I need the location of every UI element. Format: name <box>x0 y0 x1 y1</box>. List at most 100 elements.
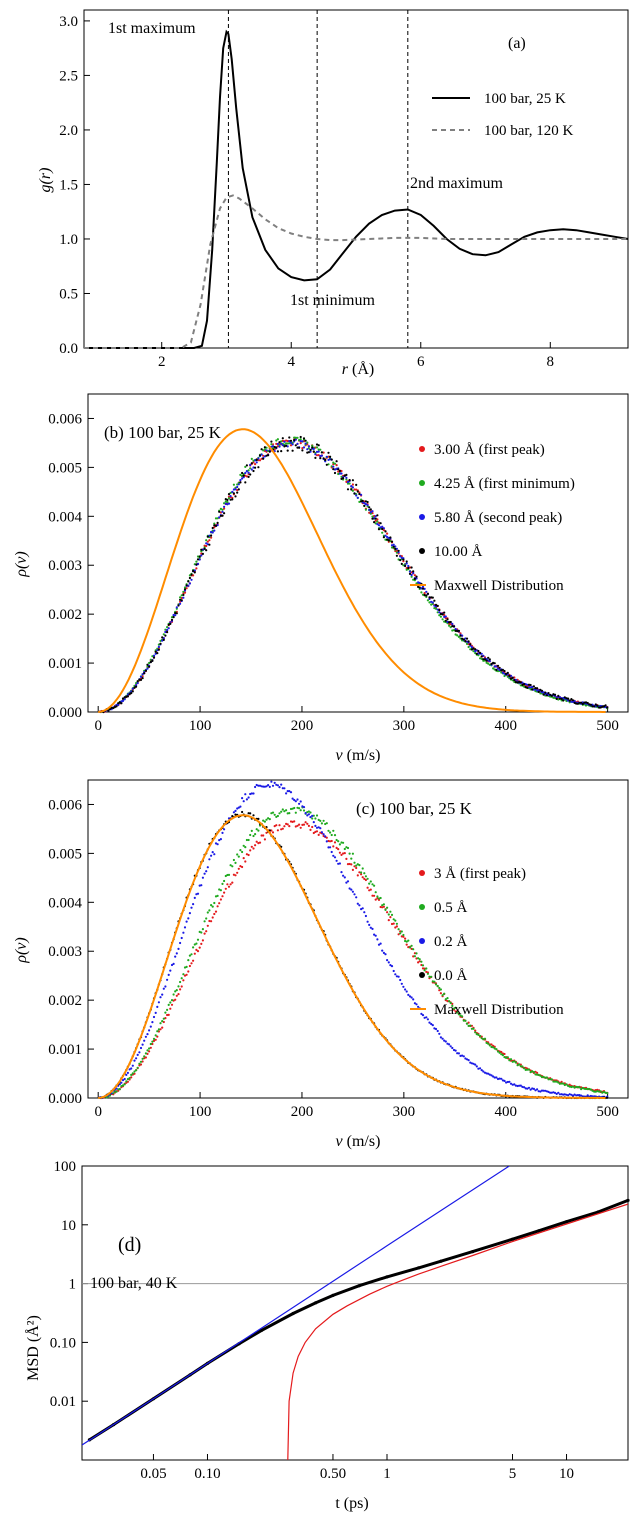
data-point-1 <box>418 958 421 961</box>
data-point-2 <box>144 1035 147 1038</box>
data-point-2 <box>477 1067 480 1070</box>
panel-subtitle: 100 bar, 40 K <box>90 1275 178 1292</box>
data-point-0 <box>423 967 426 970</box>
data-point-0 <box>363 877 366 880</box>
data-point-1 <box>374 891 377 894</box>
data-point-3 <box>397 549 400 552</box>
data-point-1 <box>237 855 240 858</box>
data-point-3 <box>413 577 416 580</box>
data-point-1 <box>294 436 297 439</box>
data-point-3 <box>469 643 472 646</box>
data-point-3 <box>539 688 542 691</box>
data-point-1 <box>381 904 384 907</box>
data-point-1 <box>286 442 289 445</box>
data-point-1 <box>211 529 214 532</box>
data-point-3 <box>379 522 382 525</box>
data-point-2 <box>444 1040 447 1043</box>
data-point-1 <box>485 1041 488 1044</box>
data-curve <box>88 1199 629 1442</box>
data-point-3 <box>223 512 226 515</box>
data-point-2 <box>474 1063 477 1066</box>
data-point-1 <box>179 980 182 984</box>
data-point-2 <box>441 1037 444 1040</box>
data-point-1 <box>322 819 325 822</box>
data-point-3 <box>576 702 580 705</box>
data-point-0 <box>210 920 213 923</box>
data-point-0 <box>283 825 286 828</box>
data-point-2 <box>366 504 369 507</box>
data-point-2 <box>410 573 413 577</box>
data-point-2 <box>126 693 129 696</box>
data-point-3 <box>467 640 470 643</box>
data-point-3 <box>286 449 289 452</box>
data-point-2 <box>549 1091 552 1094</box>
data-point-1 <box>157 1028 160 1031</box>
data-point-2 <box>431 1024 434 1027</box>
data-point-0 <box>250 845 253 848</box>
data-point-1 <box>562 1082 565 1085</box>
data-point-1 <box>296 436 299 439</box>
data-point-2 <box>529 1088 532 1091</box>
data-point-0 <box>205 930 208 933</box>
data-point-2 <box>475 1065 478 1068</box>
data-point-1 <box>361 867 364 870</box>
data-point-2 <box>350 485 353 488</box>
data-point-0 <box>195 948 198 951</box>
data-point-3 <box>314 456 317 459</box>
x-axis-label: v (m/s) <box>336 747 381 764</box>
data-point-1 <box>226 873 229 877</box>
y-tick-label: 0.001 <box>48 1042 82 1058</box>
data-point <box>596 1210 600 1214</box>
data-point-3 <box>337 468 340 471</box>
data-point-3 <box>586 701 589 705</box>
data-point-1 <box>144 1052 147 1055</box>
data-point-2 <box>296 442 299 445</box>
data-point-3 <box>252 469 255 473</box>
data-point-2 <box>196 892 200 895</box>
data-point-1 <box>221 882 224 885</box>
data-point-2 <box>237 483 240 486</box>
data-point-1 <box>258 824 262 827</box>
data-point-3 <box>487 656 490 659</box>
data-point-2 <box>457 1052 460 1055</box>
data-point-3 <box>405 560 408 563</box>
data-point-2 <box>306 448 309 451</box>
data-point-1 <box>125 1080 128 1083</box>
data-point-1 <box>537 1073 540 1076</box>
data-point-1 <box>568 1085 571 1088</box>
data-point-1 <box>492 1046 495 1049</box>
data-point-2 <box>371 510 374 513</box>
data-point-3 <box>151 659 154 662</box>
data-point-3 <box>454 629 457 632</box>
data-point-2 <box>539 1090 542 1093</box>
data-point-0 <box>335 464 338 467</box>
data-point-2 <box>149 1025 152 1028</box>
data-point-3 <box>443 611 446 614</box>
data-point-0 <box>224 887 227 890</box>
data-point-1 <box>169 1001 172 1004</box>
data-point-1 <box>281 808 284 811</box>
data-point-0 <box>490 1043 493 1046</box>
data-point-2 <box>174 955 177 958</box>
data-point-3 <box>247 475 250 478</box>
data-point-3 <box>263 446 266 449</box>
data-point-2 <box>257 784 260 787</box>
x-axis-label-var: v <box>336 747 344 764</box>
data-point-1 <box>545 1076 549 1079</box>
data-point-3 <box>482 658 485 661</box>
data-point-2 <box>420 1012 423 1015</box>
data-point-2 <box>283 440 286 443</box>
data-point-3 <box>242 474 245 477</box>
data-point-2 <box>408 995 412 998</box>
data-point-2 <box>563 1093 566 1096</box>
panel-label: (a) <box>508 35 526 52</box>
data-point-3 <box>594 703 597 706</box>
data-point-1 <box>521 1065 524 1068</box>
panel-label: (d) <box>118 1234 141 1256</box>
data-point-3 <box>351 479 354 482</box>
data-point-1 <box>601 1091 604 1094</box>
x-tick-label: 100 <box>189 718 212 734</box>
y-tick-label: 0.004 <box>48 895 82 911</box>
data-point-1 <box>593 1090 596 1093</box>
data-point-3 <box>250 462 253 465</box>
